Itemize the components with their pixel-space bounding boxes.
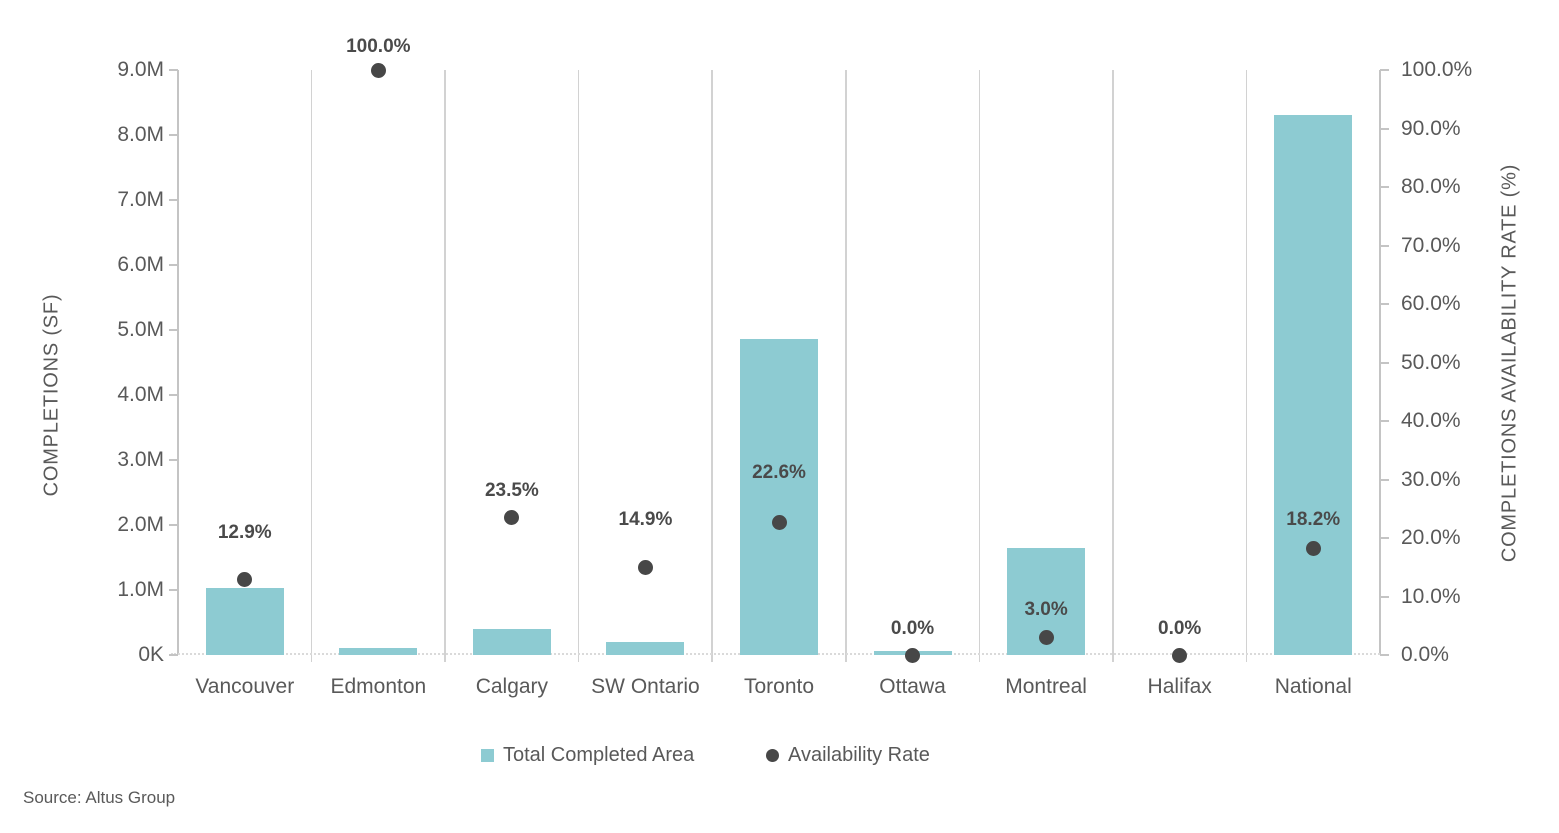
point-label-national: 18.2% xyxy=(1286,508,1341,530)
x-label-edmonton: Edmonton xyxy=(330,675,427,698)
point-calgary xyxy=(504,510,520,526)
point-national xyxy=(1305,541,1321,557)
right-axis-tick xyxy=(1380,537,1389,539)
point-label-ottawa: 0.0% xyxy=(890,618,935,639)
point-label-halifax: 0.0% xyxy=(1158,618,1202,639)
point-label-toronto: 22.6% xyxy=(752,461,806,483)
right-axis-tick-label: 70.0% xyxy=(1401,233,1461,257)
left-axis-tick-label: 1.0M xyxy=(117,578,164,601)
left-axis-tick xyxy=(169,264,178,266)
bar-calgary xyxy=(472,629,551,655)
point-edmonton xyxy=(370,62,386,78)
right-axis-tick xyxy=(1380,361,1389,364)
column-gridline xyxy=(978,70,981,662)
legend-label-availability-rate: Availability Rate xyxy=(788,744,930,766)
legend-item-total-completed-area: Total Completed Area xyxy=(481,744,694,767)
right-axis-tick xyxy=(1380,478,1389,481)
left-axis-tick-label: 7.0M xyxy=(117,188,164,211)
bar-national xyxy=(1274,114,1353,655)
point-label-edmonton: 100.0% xyxy=(346,36,411,57)
left-axis-tick xyxy=(169,329,178,331)
left-axis-tick xyxy=(169,459,178,461)
right-axis-tick-label: 80.0% xyxy=(1401,175,1461,198)
left-axis-tick xyxy=(169,199,178,201)
right-axis-tick-label: 0.0% xyxy=(1401,643,1449,666)
right-axis-tick-label: 30.0% xyxy=(1401,467,1461,491)
right-axis-tick xyxy=(1380,420,1389,422)
right-axis-tick-label: 60.0% xyxy=(1401,292,1461,315)
legend-circle-icon xyxy=(766,749,779,762)
right-axis-tick xyxy=(1380,186,1389,188)
column-gridline xyxy=(845,70,847,662)
legend-square-icon xyxy=(481,749,494,762)
left-axis-tick xyxy=(169,589,178,591)
left-axis-tick-label: 5.0M xyxy=(117,318,164,341)
x-label-sw-ontario: SW Ontario xyxy=(591,675,700,698)
bar-vancouver xyxy=(205,588,284,655)
column-gridline xyxy=(1112,70,1114,662)
point-label-vancouver: 12.9% xyxy=(217,521,272,543)
left-axis-tick-label: 2.0M xyxy=(117,513,164,536)
x-label-ottawa: Ottawa xyxy=(879,675,946,698)
right-axis-tick xyxy=(1380,303,1389,305)
right-axis-tick-label: 40.0% xyxy=(1401,409,1461,432)
point-label-sw-ontario: 14.9% xyxy=(618,508,673,530)
point-label-montreal: 3.0% xyxy=(1024,599,1068,621)
x-label-toronto: Toronto xyxy=(743,675,815,698)
point-toronto xyxy=(771,515,787,531)
x-label-national: National xyxy=(1274,675,1352,698)
right-axis-tick xyxy=(1380,69,1389,71)
left-axis-tick xyxy=(169,69,178,71)
left-axis-tick-label: 0K xyxy=(138,643,164,666)
right-axis-tick xyxy=(1380,127,1389,130)
right-axis-tick-label: 20.0% xyxy=(1401,526,1461,549)
x-label-vancouver: Vancouver xyxy=(195,675,295,698)
right-axis-title: COMPLETIONS AVAILABILITY RATE (%) xyxy=(1498,163,1521,563)
left-axis-tick xyxy=(169,524,178,526)
column-gridline xyxy=(444,70,446,662)
right-axis-tick-label: 90.0% xyxy=(1401,116,1461,140)
column-gridline xyxy=(577,70,580,662)
left-axis-tick-label: 8.0M xyxy=(117,123,164,146)
source-note: Source: Altus Group xyxy=(23,788,176,807)
left-axis-line xyxy=(177,70,179,655)
x-label-halifax: Halifax xyxy=(1147,675,1212,698)
column-gridline xyxy=(711,70,713,662)
point-label-calgary: 23.5% xyxy=(484,479,539,501)
point-halifax xyxy=(1172,647,1188,663)
column-gridline xyxy=(1245,70,1248,662)
bar-sw-ontario xyxy=(606,642,685,655)
point-sw-ontario xyxy=(637,560,653,576)
x-label-montreal: Montreal xyxy=(1005,675,1087,698)
x-label-calgary: Calgary xyxy=(475,675,549,698)
point-montreal xyxy=(1038,629,1054,645)
left-axis-tick xyxy=(169,394,178,396)
left-axis-tick xyxy=(169,654,178,656)
left-axis-tick-label: 4.0M xyxy=(117,383,164,406)
left-axis-tick-label: 6.0M xyxy=(117,253,164,276)
left-axis-tick xyxy=(169,134,178,136)
right-axis-tick xyxy=(1380,244,1389,247)
right-axis-tick-label: 100.0% xyxy=(1401,58,1473,81)
bar-toronto xyxy=(740,339,818,655)
right-axis-tick-label: 10.0% xyxy=(1401,584,1461,608)
right-axis-tick-label: 50.0% xyxy=(1401,350,1461,374)
bar-edmonton xyxy=(339,647,418,655)
legend-item-availability-rate: Availability Rate xyxy=(766,744,930,767)
legend-label-total-completed-area: Total Completed Area xyxy=(503,744,695,766)
right-axis-tick xyxy=(1380,595,1389,598)
left-axis-tick-label: 3.0M xyxy=(117,448,164,471)
right-axis-tick xyxy=(1380,654,1389,656)
point-vancouver xyxy=(237,572,253,588)
point-ottawa xyxy=(905,647,921,663)
column-gridline xyxy=(310,70,313,662)
left-axis-tick-label: 9.0M xyxy=(117,58,164,81)
